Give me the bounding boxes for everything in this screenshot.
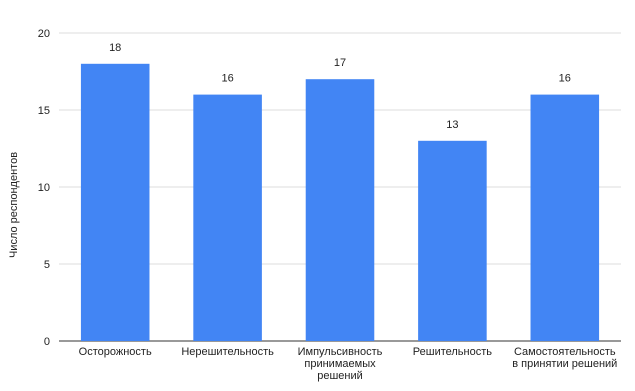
data-label: 13 — [446, 119, 458, 131]
x-category-label: Самостоятельность в принятии решений — [512, 346, 617, 370]
data-labels: 18 16 17 13 16 — [109, 42, 571, 131]
y-axis-ticks: 0 5 10 15 20 — [38, 28, 50, 348]
x-category-label: Импульсивность принимаемых решений — [298, 346, 383, 382]
bar — [193, 94, 262, 341]
bar — [530, 94, 600, 341]
bar — [305, 79, 375, 341]
x-category-label: Решительность — [413, 346, 492, 358]
data-label: 16 — [221, 73, 233, 85]
data-label: 16 — [559, 73, 571, 85]
x-category-label: Нерешительность — [181, 346, 274, 358]
y-tick-label: 0 — [44, 336, 50, 348]
y-axis-title: Число респондентов — [8, 152, 20, 258]
y-tick-label: 15 — [38, 105, 50, 117]
y-tick-label: 20 — [38, 28, 50, 40]
y-tick-label: 5 — [44, 259, 50, 271]
data-label: 17 — [334, 57, 346, 69]
x-category-label: Осторожность — [79, 346, 152, 358]
y-tick-label: 10 — [38, 182, 50, 194]
data-label: 18 — [109, 42, 121, 54]
bars — [80, 63, 600, 342]
bar — [80, 63, 150, 342]
x-axis-categories: Осторожность Нерешительность Импульсивност… — [79, 346, 618, 382]
bar — [418, 140, 487, 341]
